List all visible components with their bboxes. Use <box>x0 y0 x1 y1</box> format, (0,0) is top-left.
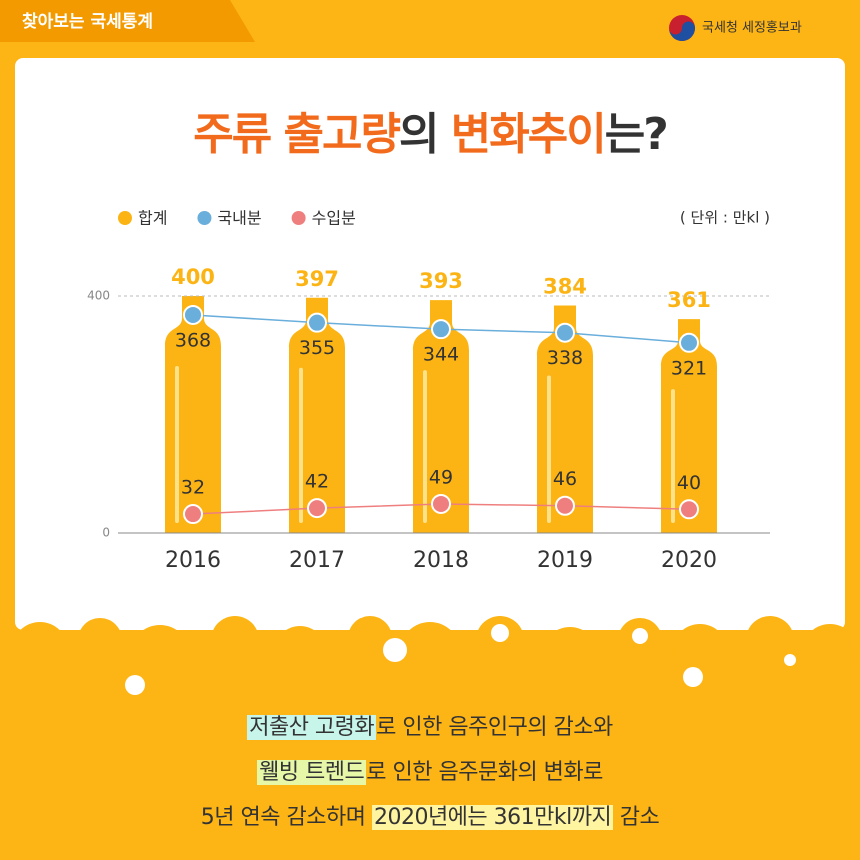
lines: 368 355 344 338 321 32 42 49 46 40 <box>175 304 707 525</box>
value-label: 46 <box>553 468 577 490</box>
footer-line: 5년 연속 감소하며 2020년에는 361만kl까지 감소 <box>0 795 860 840</box>
value-label: 400 <box>171 265 215 289</box>
title-part: 의 <box>398 109 451 160</box>
value-label: 49 <box>429 466 453 488</box>
series-point <box>555 495 575 516</box>
legend-dot <box>291 211 306 225</box>
bubble-dots <box>52 606 827 695</box>
footer: 저출산 고령화로 인한 음주인구의 감소와 웰빙 트렌드로 인한 음주문화의 변화… <box>0 705 860 840</box>
legend-label: 수입분 <box>312 209 356 228</box>
bottle-bar <box>289 297 345 533</box>
value-label: 321 <box>671 357 707 379</box>
value-label: 344 <box>423 344 459 366</box>
footer-text: 감소 <box>613 805 660 830</box>
y-tick-label: 0 <box>102 526 110 540</box>
series-point <box>183 504 203 525</box>
bottle-shine <box>547 375 551 523</box>
series-point <box>431 319 451 340</box>
series-point <box>307 312 327 333</box>
bottle-shine <box>671 389 675 523</box>
series-point <box>307 498 327 519</box>
value-label: 393 <box>419 269 463 293</box>
value-label: 40 <box>677 472 701 494</box>
footer-line: 웰빙 트렌드로 인한 음주문화의 변화로 <box>0 750 860 795</box>
series-point <box>431 493 451 514</box>
legend-label: 국내분 <box>217 209 261 228</box>
value-label: 338 <box>547 347 583 369</box>
header-tag: 찾아보는 국세통계 <box>22 11 153 32</box>
x-tick-label: 2017 <box>289 548 345 573</box>
legend-dot <box>197 211 212 225</box>
bars <box>165 296 717 533</box>
title-part: 는? <box>604 109 669 160</box>
bottle-shine <box>299 367 303 523</box>
series-point <box>183 304 203 325</box>
logo-text: 국세청 세정홍보과 <box>702 21 802 36</box>
title-part: 주류 출고량 <box>193 109 401 160</box>
bottle-shine <box>175 366 179 523</box>
unit-label: ( 단위 : 만kl ) <box>680 209 770 227</box>
x-tick-label: 2020 <box>661 548 717 573</box>
footer-text: 로 인한 음주문화의 변화로 <box>366 760 603 785</box>
series-point <box>679 332 699 353</box>
value-label: 32 <box>181 477 205 499</box>
footer-text: 웰빙 트렌드 <box>257 760 367 785</box>
value-label: 384 <box>543 274 587 298</box>
footer-text: 5년 연속 감소하며 <box>200 805 372 830</box>
value-label: 355 <box>299 337 335 359</box>
header-tab <box>0 0 255 42</box>
legend-dot <box>118 211 132 225</box>
value-label: 42 <box>305 471 329 493</box>
footer-line: 저출산 고령화로 인한 음주인구의 감소와 <box>0 705 860 750</box>
value-label: 397 <box>295 267 339 291</box>
value-label: 368 <box>175 329 211 351</box>
title: 주류 출고량의 변화추이는? <box>0 98 860 162</box>
bubbles <box>12 616 858 685</box>
series-point <box>555 322 575 343</box>
series-point <box>679 499 699 520</box>
logo-mark-blue <box>669 21 695 41</box>
footer-text: 로 인한 음주인구의 감소와 <box>376 715 613 740</box>
y-tick-label: 400 <box>87 289 110 303</box>
legend-label: 합계 <box>138 209 167 228</box>
x-tick-label: 2016 <box>165 548 221 573</box>
title-part: 변화추이 <box>450 109 607 160</box>
footer-text: 2020년에는 361만kl까지 <box>371 805 614 830</box>
footer-text: 저출산 고령화 <box>247 715 377 740</box>
x-tick-label: 2019 <box>537 548 593 573</box>
x-tick-label: 2018 <box>413 548 469 573</box>
bottle-shine <box>423 370 427 523</box>
value-label: 361 <box>667 288 711 312</box>
